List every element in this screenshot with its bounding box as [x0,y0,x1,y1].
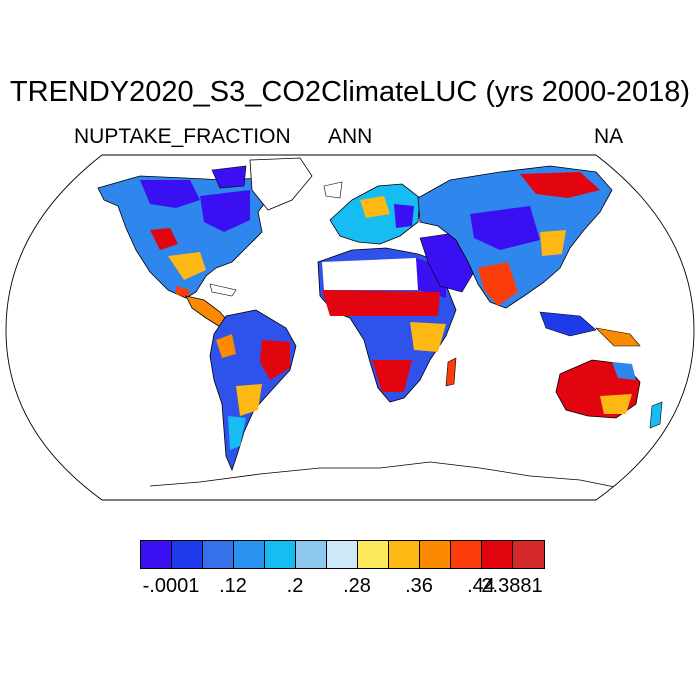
colorbar-tick-label: -.0001 [142,575,200,597]
globe-outline [5,154,695,501]
colorbar-swatch [234,541,265,568]
colorbar-swatch [451,541,482,568]
variable-label: NUPTAKE_FRACTION [74,125,291,148]
colorbar-tick-label: .28 [343,575,371,597]
colorbar-swatch [513,541,544,568]
season-label: ANN [328,125,373,148]
region-label: NA [594,125,624,148]
colorbar-tick-label: 2.3881 [481,575,543,597]
colorbar-swatch [203,541,234,568]
colorbar-swatch [265,541,296,568]
colorbar-swatch [358,541,389,568]
colorbar-tick-label: .2 [286,575,304,597]
colorbar-tick-label: .36 [405,575,433,597]
colorbar-swatch [141,541,172,568]
colorbar-swatch [482,541,513,568]
map-title: TRENDY2020_S3_CO2ClimateLUC (yrs 2000-20… [9,76,691,108]
colorbar-swatch [389,541,420,568]
colorbar-swatch [296,541,327,568]
colorbar-tick-label: .12 [219,575,247,597]
colorbar-swatch [327,541,358,568]
colorbar-swatch [172,541,203,568]
colorbar-tick-label: .44 [467,575,495,597]
colorbar [140,540,545,569]
colorbar-swatch [420,541,451,568]
